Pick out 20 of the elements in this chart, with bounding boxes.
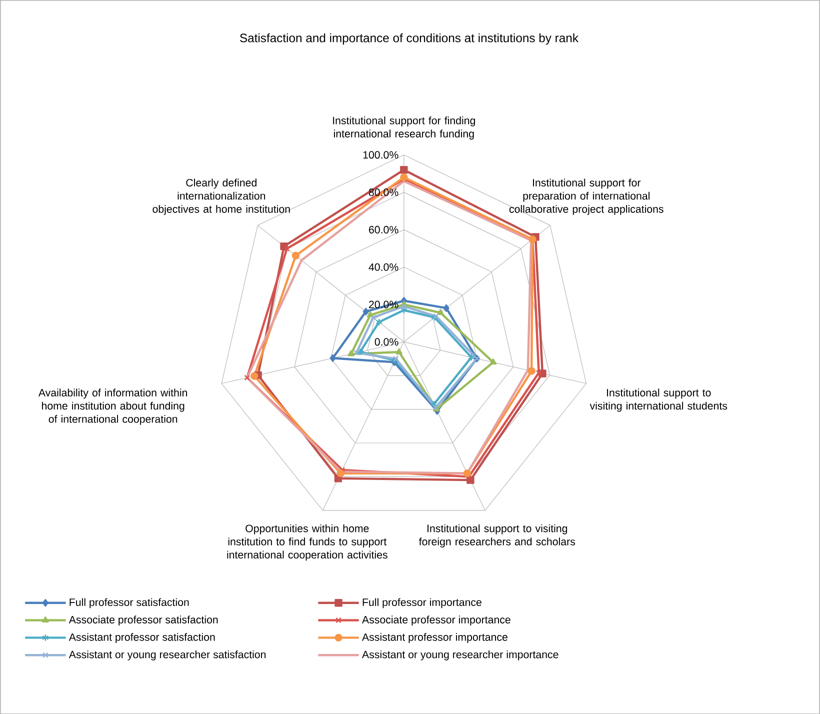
legend-label: Assistant professor importance bbox=[362, 632, 508, 643]
y-tick-label: 40.0% bbox=[368, 263, 398, 271]
legend-label: Associate professor importance bbox=[362, 615, 510, 626]
legend-label: Associate professor satisfaction bbox=[68, 615, 218, 626]
spoke-label: Opportunities within home institution to find funds to support international cooperation activities bbox=[227, 524, 388, 561]
spoke-label: Clearly defined internationalization objectives at home institution bbox=[152, 178, 290, 215]
chart-title: Satisfaction and importance of conditions at institutions by rank bbox=[240, 33, 578, 45]
y-tick-label: 60.0% bbox=[369, 226, 398, 234]
spoke-label: Institutional support to visiting foreign researchers and scholars bbox=[418, 524, 576, 548]
legend-label: Assistant professor satisfaction bbox=[68, 632, 215, 643]
spoke-label: Institutional support for finding international research funding bbox=[333, 116, 475, 140]
legend-label: Full professor satisfaction bbox=[70, 598, 189, 608]
spoke-label: Institutional support to visiting international students bbox=[590, 388, 728, 412]
y-tick-label: 0.0% bbox=[374, 338, 398, 346]
legend-label: Assistant or young researcher importance bbox=[362, 650, 558, 660]
y-tick-label: 100.0% bbox=[363, 150, 398, 159]
spoke-label: Institutional support for preparation of international collaborative project applications bbox=[509, 178, 664, 215]
legend-label: Assistant or young researcher satisfaction bbox=[68, 650, 266, 660]
spoke-label: Availability of information within home institution about funding of international cooperation bbox=[38, 388, 188, 425]
legend-label: Full professor importance bbox=[362, 598, 482, 608]
